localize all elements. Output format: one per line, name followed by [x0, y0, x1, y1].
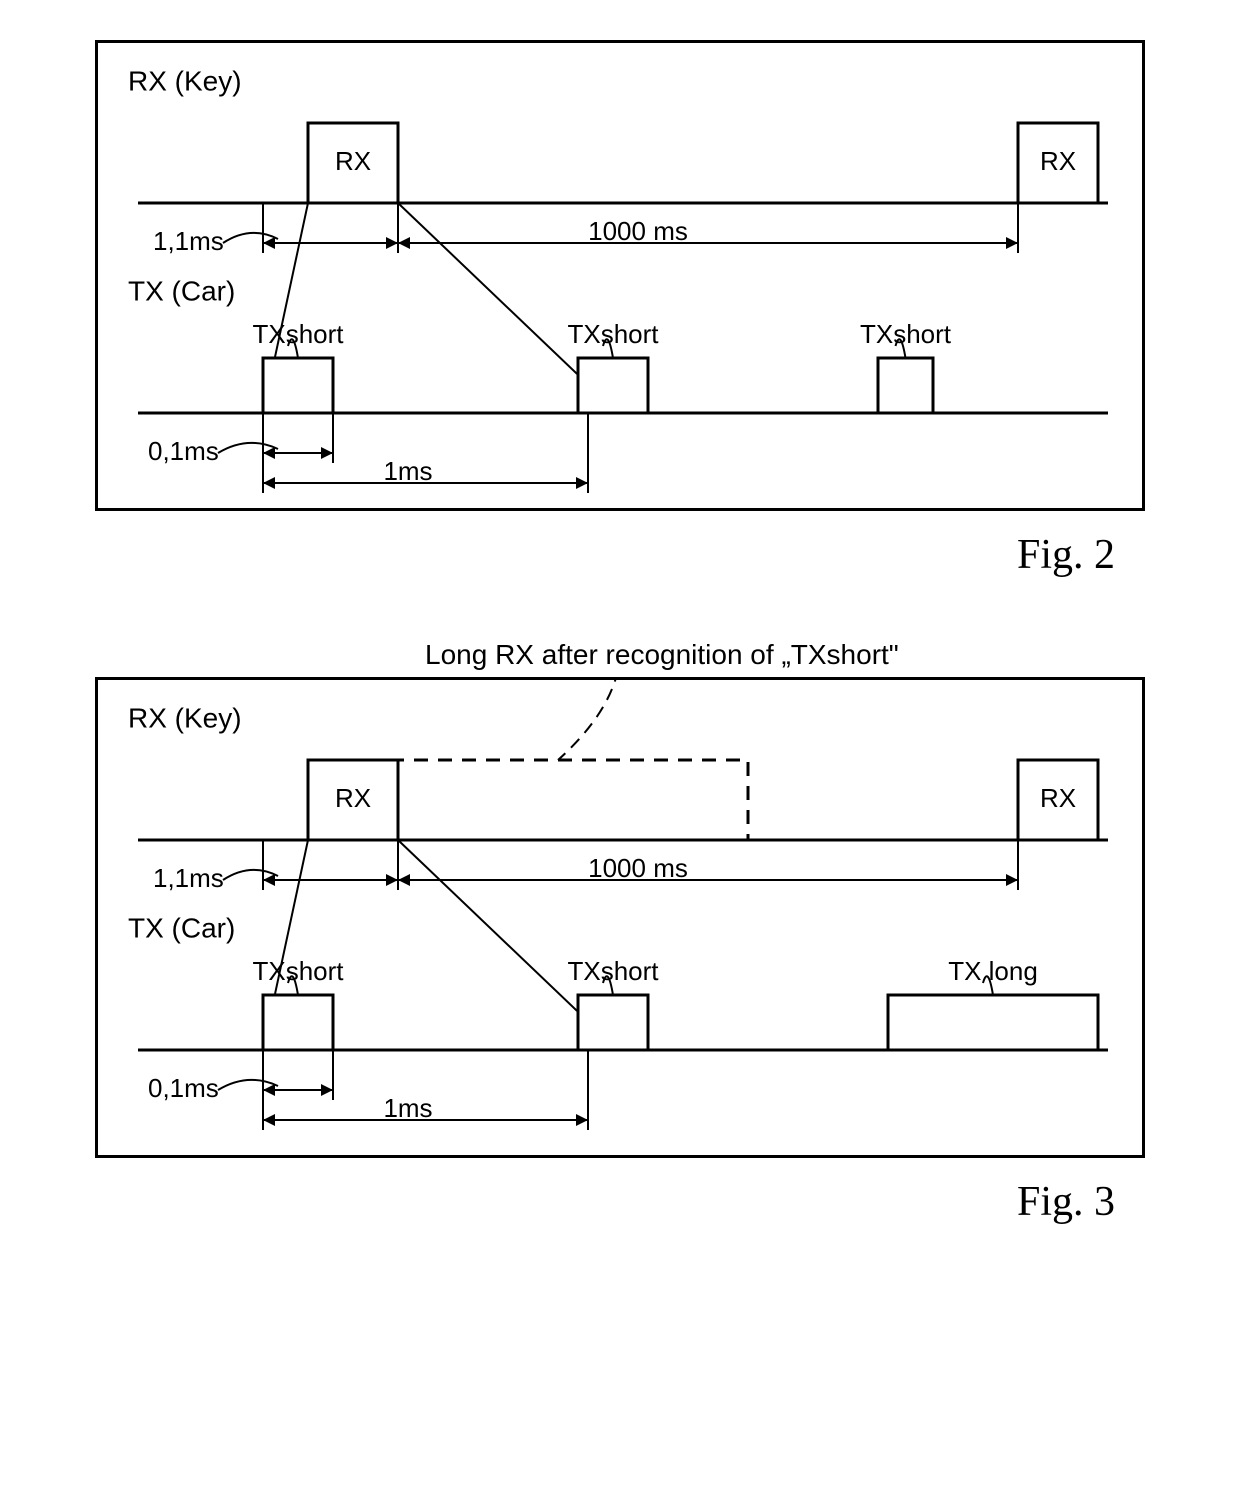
svg-text:TX (Car): TX (Car)	[128, 912, 235, 943]
svg-text:TXshort: TXshort	[567, 319, 659, 349]
svg-text:1ms: 1ms	[383, 1093, 432, 1123]
svg-text:1000 ms: 1000 ms	[588, 853, 688, 883]
svg-text:0,1ms: 0,1ms	[148, 436, 219, 466]
fig2-panel: RX (Key) RX RX 1,1ms 1000 ms TX (Car) TXshort T…	[95, 40, 1145, 511]
svg-text:RX: RX	[1040, 146, 1076, 176]
svg-text:TX long: TX long	[948, 956, 1038, 986]
svg-text:TXshort: TXshort	[860, 319, 952, 349]
svg-text:TXshort: TXshort	[567, 956, 659, 986]
fig3-panel: RX (Key) RX RX 1,1ms 1000 ms TX (Car) TXshort T…	[95, 677, 1145, 1158]
svg-text:0,1ms: 0,1ms	[148, 1073, 219, 1103]
svg-text:TX (Car): TX (Car)	[128, 275, 235, 306]
fig2-caption: Fig. 2	[95, 531, 1145, 579]
svg-text:1ms: 1ms	[383, 456, 432, 486]
figure-2: RX (Key) RX RX 1,1ms 1000 ms TX (Car) TXshort T…	[95, 40, 1145, 579]
svg-text:RX: RX	[1040, 783, 1076, 813]
fig3-svg: RX (Key) RX RX 1,1ms 1000 ms TX (Car) TXshort T…	[98, 680, 1148, 1150]
fig2-svg: RX (Key) RX RX 1,1ms 1000 ms TX (Car) TXshort T…	[98, 43, 1148, 503]
svg-text:RX (Key): RX (Key)	[128, 65, 242, 96]
fig3-caption: Fig. 3	[95, 1178, 1145, 1226]
svg-text:TXshort: TXshort	[252, 956, 344, 986]
svg-text:RX: RX	[335, 783, 371, 813]
svg-text:1,1ms: 1,1ms	[153, 226, 224, 256]
svg-text:RX (Key): RX (Key)	[128, 702, 242, 733]
figure-3: Long RX after recognition of „TXshort" R…	[95, 639, 1145, 1226]
fig3-above-text: Long RX after recognition of „TXshort"	[425, 639, 1145, 671]
svg-text:TXshort: TXshort	[252, 319, 344, 349]
svg-text:RX: RX	[335, 146, 371, 176]
svg-text:1,1ms: 1,1ms	[153, 863, 224, 893]
svg-text:1000 ms: 1000 ms	[588, 216, 688, 246]
